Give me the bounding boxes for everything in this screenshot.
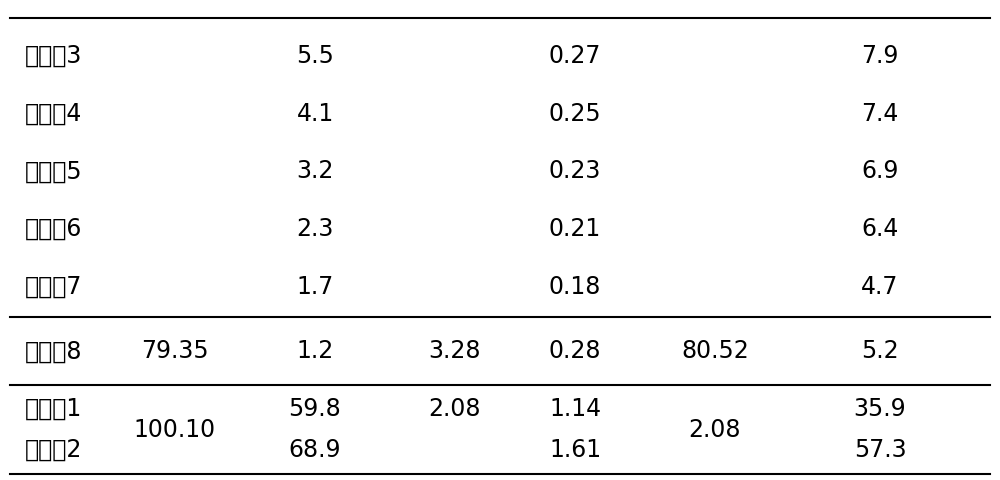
Text: 2.3: 2.3 (296, 217, 334, 241)
Text: 3.2: 3.2 (296, 159, 334, 183)
Text: 35.9: 35.9 (854, 397, 906, 421)
Text: 4.7: 4.7 (861, 275, 899, 299)
Text: 59.8: 59.8 (289, 397, 341, 421)
Text: 实施例8: 实施例8 (25, 339, 82, 363)
Text: 0.28: 0.28 (549, 339, 601, 363)
Text: 实施例3: 实施例3 (25, 44, 82, 68)
Text: 1.2: 1.2 (296, 339, 334, 363)
Text: 7.9: 7.9 (861, 44, 899, 68)
Text: 100.10: 100.10 (134, 418, 216, 442)
Text: 2.08: 2.08 (689, 418, 741, 442)
Text: 0.21: 0.21 (549, 217, 601, 241)
Text: 3.28: 3.28 (429, 339, 481, 363)
Text: 4.1: 4.1 (296, 102, 334, 126)
Text: 6.4: 6.4 (861, 217, 899, 241)
Text: 68.9: 68.9 (289, 438, 341, 462)
Text: 0.18: 0.18 (549, 275, 601, 299)
Text: 实施例4: 实施例4 (25, 102, 82, 126)
Text: 实施例5: 实施例5 (25, 159, 83, 183)
Text: 实施例6: 实施例6 (25, 217, 82, 241)
Text: 1.61: 1.61 (549, 438, 601, 462)
Text: 6.9: 6.9 (861, 159, 899, 183)
Text: 7.4: 7.4 (861, 102, 899, 126)
Text: 1.14: 1.14 (549, 397, 601, 421)
Text: 对照例2: 对照例2 (25, 438, 82, 462)
Text: 57.3: 57.3 (854, 438, 906, 462)
Text: 80.52: 80.52 (681, 339, 749, 363)
Text: 0.25: 0.25 (549, 102, 601, 126)
Text: 2.08: 2.08 (429, 397, 481, 421)
Text: 79.35: 79.35 (141, 339, 209, 363)
Text: 1.7: 1.7 (296, 275, 334, 299)
Text: 0.23: 0.23 (549, 159, 601, 183)
Text: 5.5: 5.5 (296, 44, 334, 68)
Text: 5.2: 5.2 (861, 339, 899, 363)
Text: 0.27: 0.27 (549, 44, 601, 68)
Text: 对照例1: 对照例1 (25, 397, 82, 421)
Text: 实施例7: 实施例7 (25, 275, 82, 299)
